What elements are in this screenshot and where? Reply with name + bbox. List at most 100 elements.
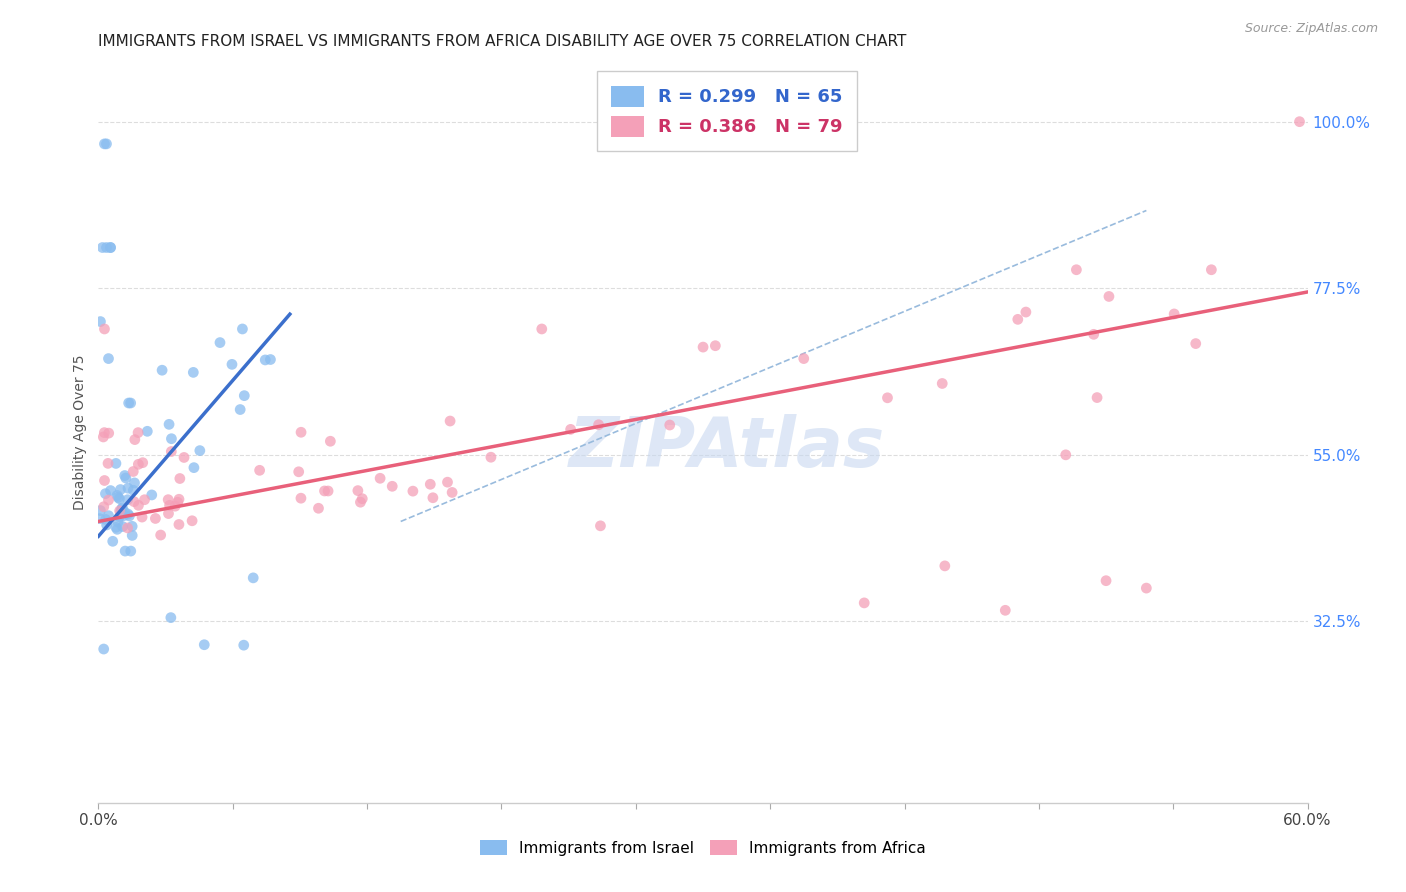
Point <box>93 322 115 336</box>
Point <box>692 340 714 354</box>
Point <box>1184 336 1206 351</box>
Point <box>96 136 118 151</box>
Point <box>1288 114 1310 128</box>
Point <box>97 493 120 508</box>
Point <box>1201 262 1223 277</box>
Point <box>181 365 204 379</box>
Point <box>290 491 312 506</box>
Point <box>93 474 115 488</box>
Point <box>96 240 118 255</box>
Point <box>97 456 120 470</box>
Point <box>100 483 122 498</box>
Point <box>93 136 115 151</box>
Point <box>97 426 120 441</box>
Point <box>145 511 167 525</box>
Point <box>793 351 815 366</box>
Point <box>560 422 582 436</box>
Point <box>115 471 138 485</box>
Point <box>208 335 231 350</box>
Point <box>352 491 374 506</box>
Point <box>1015 305 1038 319</box>
Point <box>347 483 370 498</box>
Point <box>1135 581 1157 595</box>
Point <box>1163 307 1185 321</box>
Point <box>160 610 183 624</box>
Point <box>124 475 146 490</box>
Point <box>181 514 204 528</box>
Point <box>1066 262 1088 277</box>
Point <box>233 389 256 403</box>
Point <box>160 432 183 446</box>
Point <box>658 417 681 432</box>
Point <box>193 638 215 652</box>
Point <box>110 483 132 497</box>
Point <box>1095 574 1118 588</box>
Point <box>108 491 131 506</box>
Point <box>94 486 117 500</box>
Point <box>157 507 180 521</box>
Point <box>308 501 330 516</box>
Point <box>173 450 195 465</box>
Point <box>441 485 464 500</box>
Point <box>249 463 271 477</box>
Point <box>93 500 115 514</box>
Point <box>381 479 404 493</box>
Point <box>136 425 159 439</box>
Point <box>934 558 956 573</box>
Point <box>117 481 139 495</box>
Point <box>121 519 143 533</box>
Point <box>114 468 136 483</box>
Point <box>111 501 134 516</box>
Point <box>188 443 211 458</box>
Point <box>101 534 124 549</box>
Point <box>588 417 610 432</box>
Point <box>89 511 111 525</box>
Point <box>232 638 254 652</box>
Point <box>89 314 111 328</box>
Point <box>589 518 612 533</box>
Point <box>160 444 183 458</box>
Point <box>111 500 134 515</box>
Point <box>114 544 136 558</box>
Point <box>479 450 502 465</box>
Point <box>165 499 187 513</box>
Point <box>127 458 149 472</box>
Point <box>183 460 205 475</box>
Point <box>931 376 953 391</box>
Point <box>108 504 131 518</box>
Point <box>167 517 190 532</box>
Point <box>105 488 128 502</box>
Point <box>108 509 131 524</box>
Point <box>117 507 139 521</box>
Point <box>157 492 180 507</box>
Point <box>349 495 371 509</box>
Point <box>117 492 139 507</box>
Point <box>97 351 120 366</box>
Point <box>1007 312 1029 326</box>
Point <box>100 240 122 255</box>
Point <box>93 425 115 440</box>
Text: Source: ZipAtlas.com: Source: ZipAtlas.com <box>1244 22 1378 36</box>
Point <box>290 425 312 440</box>
Point <box>91 240 114 255</box>
Point <box>96 517 118 532</box>
Point <box>124 433 146 447</box>
Point <box>127 425 149 440</box>
Point <box>319 434 342 449</box>
Point <box>93 642 115 657</box>
Point <box>117 521 139 535</box>
Point <box>97 508 120 523</box>
Y-axis label: Disability Age Over 75: Disability Age Over 75 <box>73 355 87 510</box>
Point <box>94 512 117 526</box>
Point <box>439 414 461 428</box>
Point <box>422 491 444 505</box>
Point <box>167 492 190 507</box>
Point <box>1085 391 1108 405</box>
Point <box>132 456 155 470</box>
Point <box>419 477 441 491</box>
Point <box>1098 289 1121 303</box>
Point <box>120 544 142 558</box>
Point <box>254 353 277 368</box>
Point <box>100 240 122 255</box>
Point <box>118 508 141 523</box>
